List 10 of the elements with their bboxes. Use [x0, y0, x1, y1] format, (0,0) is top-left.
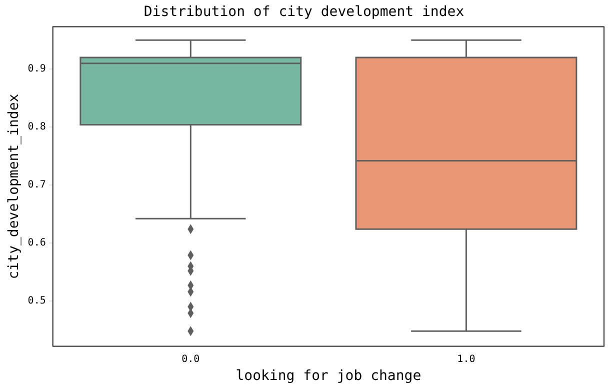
- y-tick-label: 0.7: [28, 180, 46, 191]
- y-tick-label: 0.6: [28, 238, 46, 249]
- y-axis-title: city_development_index: [6, 94, 22, 280]
- y-tick-label: 0.8: [28, 122, 46, 133]
- chart-title: Distribution of city development index: [144, 4, 464, 20]
- y-tick-label: 0.9: [28, 64, 46, 75]
- x-tick-label: 0.0: [182, 354, 200, 365]
- x-axis-title: looking for job change: [236, 368, 422, 384]
- y-tick-label: 0.5: [28, 296, 46, 307]
- x-tick-label: 1.0: [457, 354, 476, 365]
